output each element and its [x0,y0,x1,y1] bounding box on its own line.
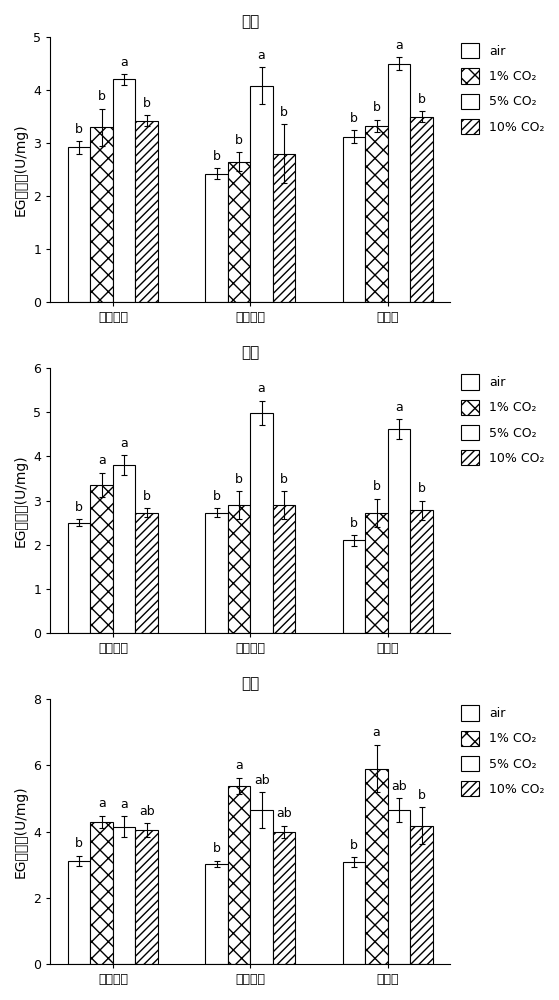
Bar [388,64,410,302]
Text: b: b [143,97,150,110]
Bar [250,413,273,633]
Title: 中肠: 中肠 [241,345,259,360]
Text: a: a [235,759,243,772]
Legend: air, 1% CO₂, 5% CO₂, 10% CO₂: air, 1% CO₂, 5% CO₂, 10% CO₂ [461,43,545,134]
Text: b: b [418,482,425,495]
Bar [68,861,91,964]
Bar [343,862,366,964]
Bar [410,826,433,964]
Title: 前肠: 前肠 [241,14,259,29]
Text: b: b [235,134,243,147]
Text: b: b [350,112,358,125]
Legend: air, 1% CO₂, 5% CO₂, 10% CO₂: air, 1% CO₂, 5% CO₂, 10% CO₂ [461,374,545,465]
Bar [250,810,273,964]
Text: b: b [235,473,243,486]
Bar [91,485,113,633]
Bar [68,147,91,302]
Bar [135,830,158,964]
Bar [135,121,158,302]
Bar [273,154,295,302]
Text: a: a [395,401,403,414]
Text: b: b [213,150,221,163]
Bar [343,540,366,633]
Text: a: a [395,39,403,52]
Text: a: a [120,798,128,811]
Y-axis label: EG酶活力(U/mg): EG酶活力(U/mg) [14,123,28,216]
Bar [113,465,135,633]
Text: b: b [98,90,106,103]
Text: ab: ab [139,805,154,818]
Bar [228,162,250,302]
Bar [228,786,250,964]
Text: ab: ab [276,807,292,820]
Bar [113,79,135,302]
Bar [228,505,250,633]
Bar [410,510,433,633]
Bar [343,137,366,302]
Bar [388,810,410,964]
Bar [273,505,295,633]
Bar [366,126,388,302]
Text: b: b [280,106,288,119]
Text: a: a [258,382,266,395]
Text: b: b [213,842,221,855]
Text: b: b [350,839,358,852]
Text: b: b [280,473,288,486]
Bar [113,827,135,964]
Bar [366,769,388,964]
Text: a: a [120,437,128,450]
Text: b: b [418,93,425,106]
Text: b: b [75,837,83,850]
Bar [250,86,273,302]
Text: b: b [75,123,83,136]
Text: ab: ab [254,774,269,787]
Bar [388,429,410,633]
Text: b: b [213,490,221,503]
Text: a: a [373,726,381,739]
Title: 后肠: 后肠 [241,676,259,691]
Text: b: b [350,517,358,530]
Text: b: b [418,789,425,802]
Bar [410,117,433,302]
Text: b: b [373,101,381,114]
Text: a: a [258,49,266,62]
Bar [91,127,113,302]
Bar [205,864,228,964]
Text: ab: ab [391,780,407,793]
Bar [366,513,388,633]
Y-axis label: EG酶活力(U/mg): EG酶活力(U/mg) [14,785,28,878]
Y-axis label: EG酶活力(U/mg): EG酶活力(U/mg) [14,454,28,547]
Legend: air, 1% CO₂, 5% CO₂, 10% CO₂: air, 1% CO₂, 5% CO₂, 10% CO₂ [461,705,545,796]
Bar [205,513,228,633]
Text: a: a [98,454,106,467]
Bar [91,822,113,964]
Text: b: b [143,490,150,503]
Bar [135,513,158,633]
Bar [68,523,91,633]
Bar [205,174,228,302]
Text: b: b [373,480,381,493]
Text: a: a [120,56,128,69]
Text: a: a [98,797,106,810]
Bar [273,832,295,964]
Text: b: b [75,501,83,514]
